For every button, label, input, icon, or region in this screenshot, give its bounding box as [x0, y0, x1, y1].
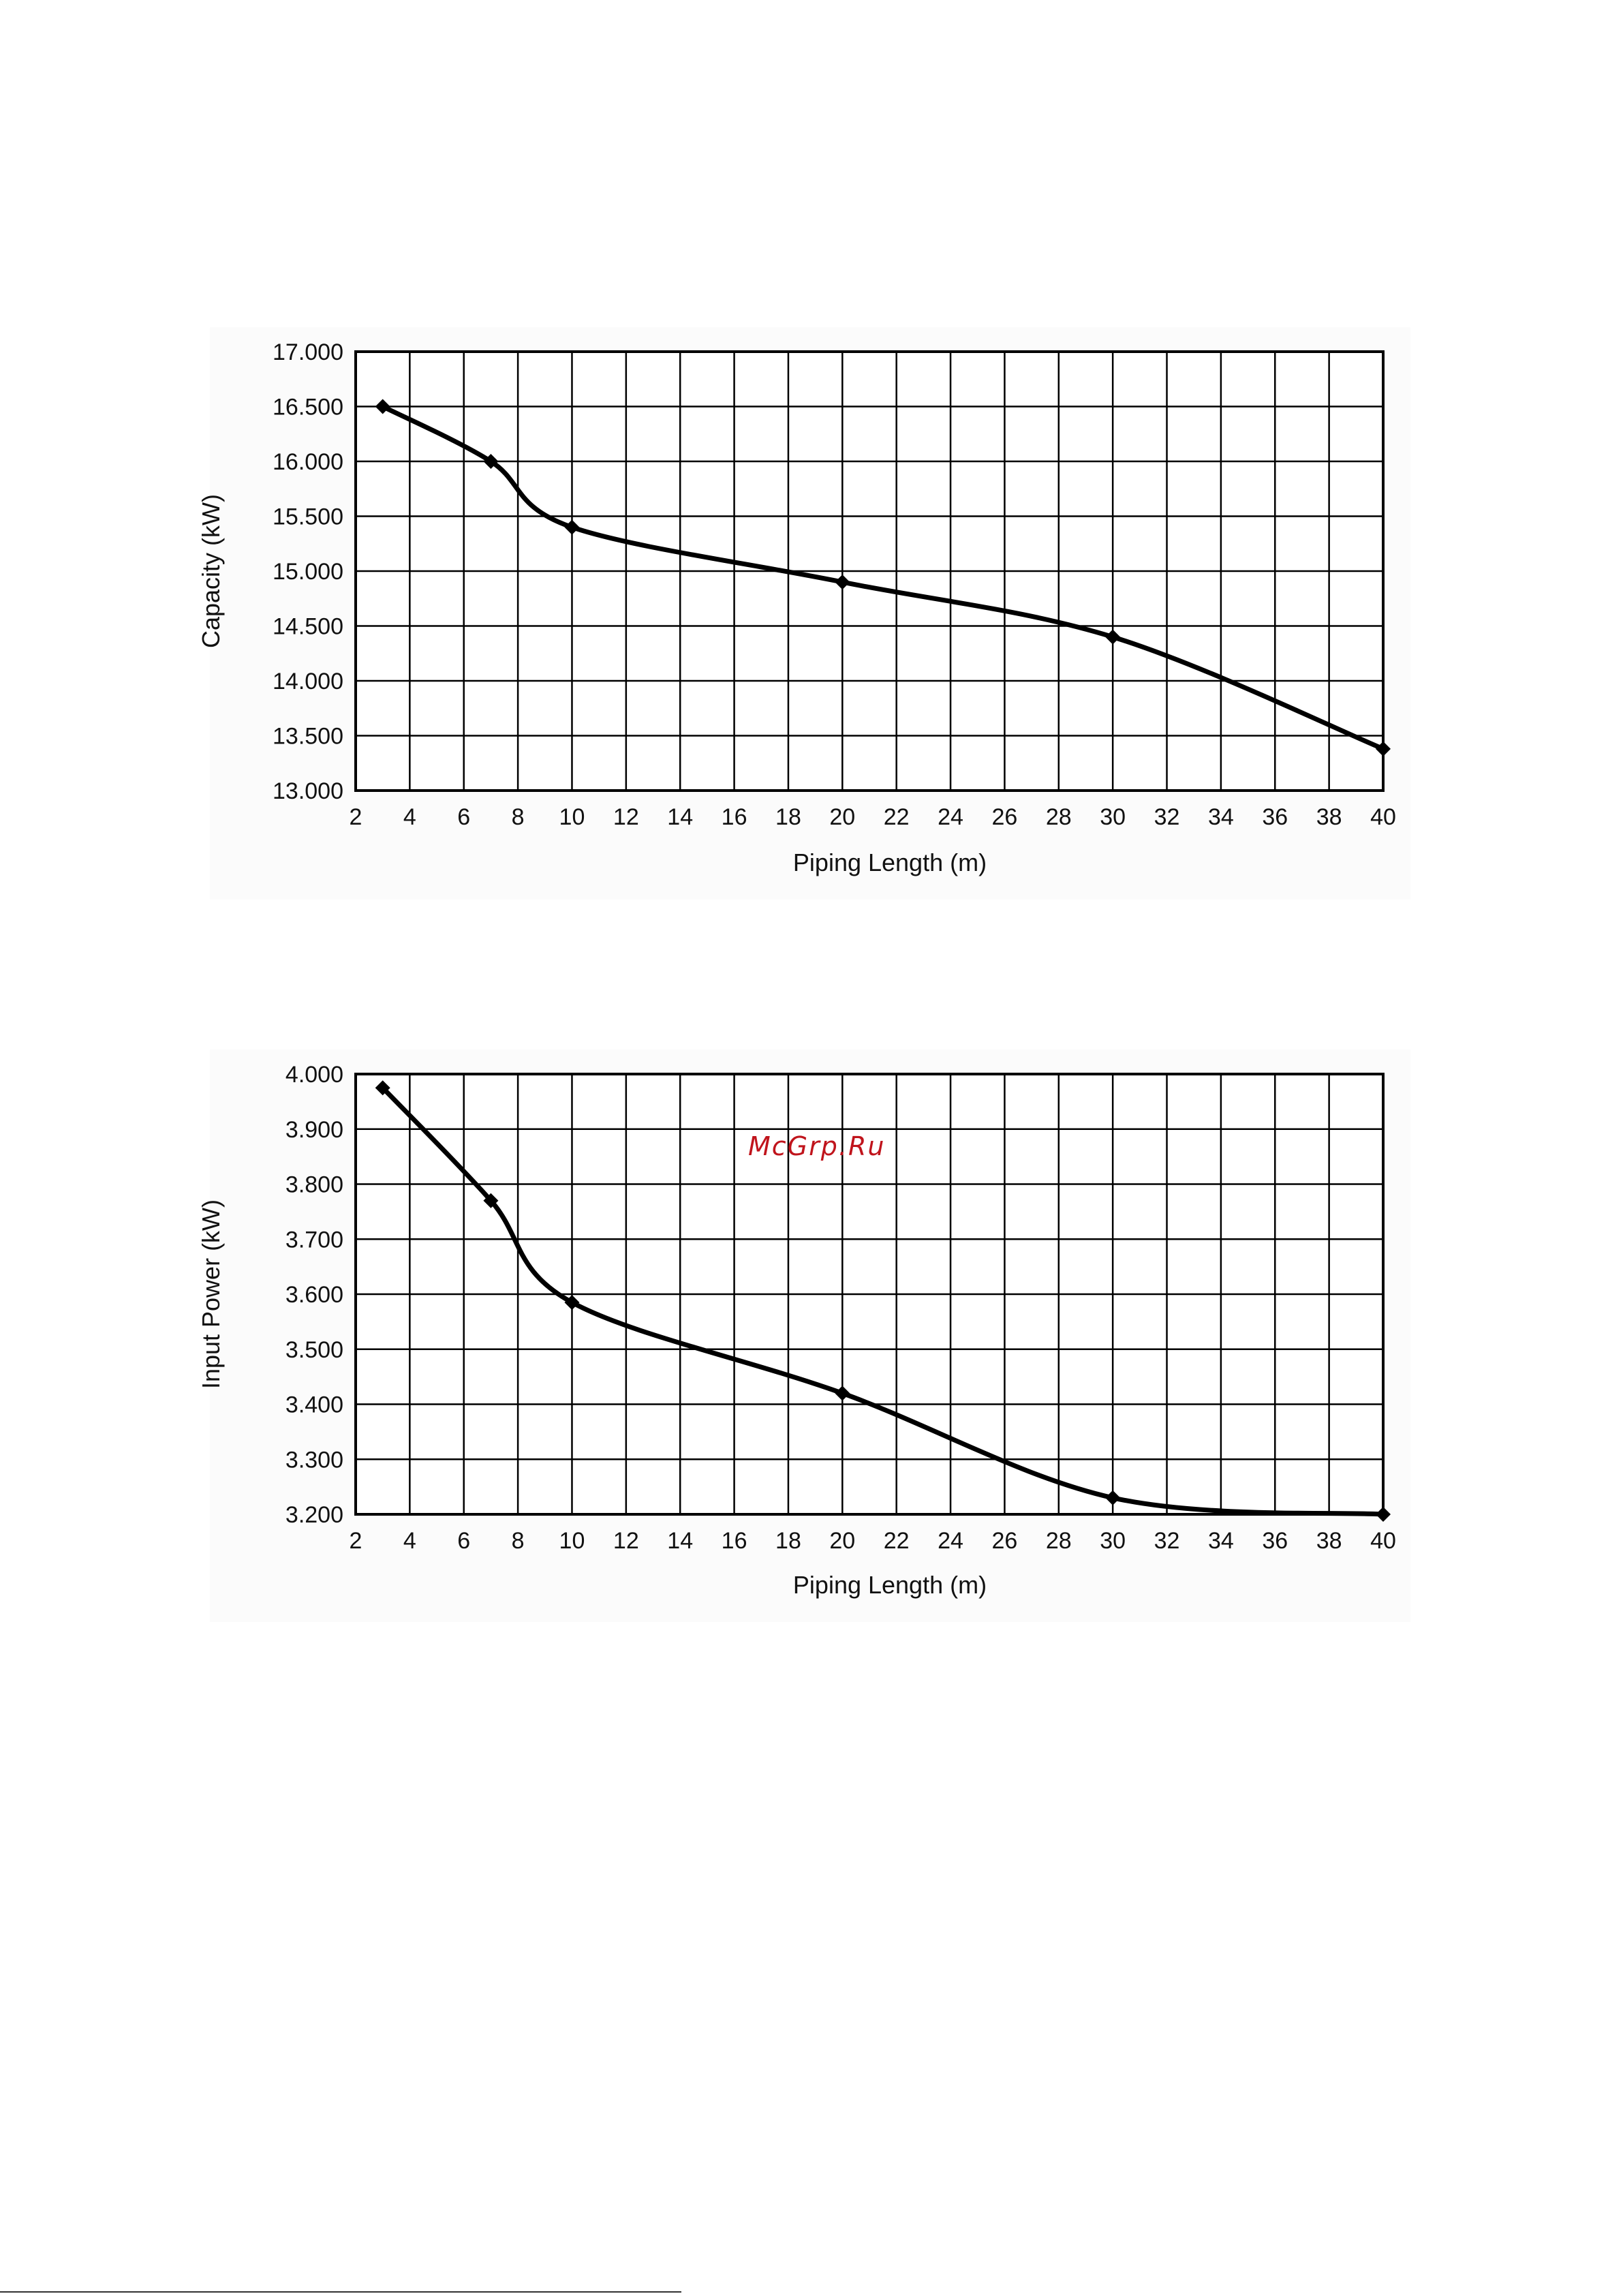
input-power-x-tick-label: 6	[457, 1528, 470, 1554]
input-power-y-tick-label: 3.400	[285, 1392, 343, 1418]
capacity-x-tick-label: 10	[559, 804, 585, 830]
capacity-chart: 13.000 13.500 14.000 14.500 15.000 15.500 16.0…	[197, 339, 1396, 876]
input-power-data-point-marker	[564, 1295, 580, 1311]
input-power-x-tick-label: 2	[350, 1528, 362, 1554]
capacity-data-point-marker	[483, 454, 499, 469]
watermark-text: McGrp.Ru	[748, 1131, 886, 1161]
input-power-y-tick-label: 4.000	[285, 1062, 343, 1088]
capacity-x-tick-label: 24	[938, 804, 963, 830]
input-power-x-tick-label: 10	[559, 1528, 585, 1554]
capacity-x-tick-label: 26	[992, 804, 1018, 830]
capacity-x-tick-label: 22	[884, 804, 910, 830]
input-power-data-point-marker	[1105, 1490, 1121, 1505]
input-power-data-point-marker	[1376, 1507, 1391, 1522]
input-power-y-tick-label: 3.500	[285, 1337, 343, 1363]
input-power-data-point-marker	[483, 1193, 499, 1208]
capacity-data-point-marker	[835, 575, 850, 590]
capacity-data-point-marker	[375, 399, 390, 414]
capacity-x-tick-label: 36	[1262, 804, 1288, 830]
input-power-x-tick-label: 8	[512, 1528, 525, 1554]
capacity-y-tick-label: 16.000	[273, 449, 343, 475]
input-power-y-tick-label: 3.300	[285, 1447, 343, 1473]
capacity-x-tick-label: 40	[1370, 804, 1396, 830]
input-power-y-tick-label: 3.800	[285, 1172, 343, 1198]
capacity-y-tick-label: 13.000	[273, 778, 343, 804]
input-power-x-tick-label: 36	[1262, 1528, 1288, 1554]
capacity-x-tick-label: 2	[350, 804, 362, 830]
input-power-x-tick-label: 16	[722, 1528, 747, 1554]
capacity-x-tick-label: 4	[403, 804, 416, 830]
capacity-y-tick-label: 14.500	[273, 614, 343, 640]
capacity-data-point-marker	[1105, 629, 1121, 645]
input-power-x-tick-label: 4	[403, 1528, 416, 1554]
input-power-x-tick-label: 24	[938, 1528, 963, 1554]
footer-divider	[0, 2291, 681, 2293]
input-power-x-tick-label: 12	[613, 1528, 639, 1554]
capacity-data-point-marker	[1376, 741, 1391, 756]
input-power-y-tick-label: 3.600	[285, 1282, 343, 1308]
capacity-y-axis-title: Capacity (kW)	[197, 494, 225, 648]
capacity-x-tick-label: 34	[1208, 804, 1234, 830]
input-power-y-tick-label: 3.200	[285, 1502, 343, 1528]
capacity-x-tick-label: 16	[722, 804, 747, 830]
capacity-plot-frame	[354, 350, 1385, 792]
capacity-y-tick-label: 17.000	[273, 339, 343, 365]
input-power-plot-frame	[354, 1073, 1385, 1516]
capacity-x-tick-label: 6	[457, 804, 470, 830]
capacity-x-tick-label: 8	[512, 804, 525, 830]
capacity-x-tick-label: 14	[667, 804, 693, 830]
capacity-y-tick-label: 13.500	[273, 724, 343, 750]
input-power-x-tick-label: 26	[992, 1528, 1018, 1554]
capacity-x-tick-label: 38	[1316, 804, 1342, 830]
input-power-chart: 3.200 3.300 3.400 3.500 3.600 3.700 3.800 3.900…	[197, 1062, 1396, 1599]
input-power-data-point-marker	[835, 1386, 850, 1401]
input-power-x-tick-label: 38	[1316, 1528, 1342, 1554]
input-power-data-point-marker	[375, 1080, 390, 1096]
input-power-y-tick-label: 3.700	[285, 1227, 343, 1253]
input-power-x-tick-label: 18	[775, 1528, 801, 1554]
input-power-x-tick-label: 30	[1100, 1528, 1126, 1554]
capacity-x-tick-label: 18	[775, 804, 801, 830]
capacity-x-tick-label: 30	[1100, 804, 1126, 830]
capacity-x-tick-label: 20	[829, 804, 855, 830]
input-power-y-axis-title: Input Power (kW)	[197, 1199, 225, 1389]
capacity-y-tick-label: 14.000	[273, 669, 343, 694]
input-power-x-tick-label: 14	[667, 1528, 693, 1554]
capacity-data-point-marker	[564, 519, 580, 535]
input-power-x-axis-title: Piping Length (m)	[793, 1571, 987, 1599]
capacity-x-axis-title: Piping Length (m)	[793, 848, 987, 876]
input-power-x-tick-label: 32	[1154, 1528, 1180, 1554]
capacity-y-tick-label: 15.500	[273, 504, 343, 530]
input-power-x-tick-label: 34	[1208, 1528, 1234, 1554]
input-power-x-tick-label: 22	[884, 1528, 910, 1554]
capacity-y-tick-label: 15.000	[273, 559, 343, 585]
input-power-x-tick-label: 40	[1370, 1528, 1396, 1554]
input-power-x-tick-label: 20	[829, 1528, 855, 1554]
capacity-x-tick-label: 12	[613, 804, 639, 830]
input-power-x-tick-label: 28	[1046, 1528, 1072, 1554]
capacity-x-tick-label: 32	[1154, 804, 1180, 830]
capacity-y-tick-label: 16.500	[273, 395, 343, 420]
input-power-y-tick-label: 3.900	[285, 1117, 343, 1143]
capacity-x-tick-label: 28	[1046, 804, 1072, 830]
